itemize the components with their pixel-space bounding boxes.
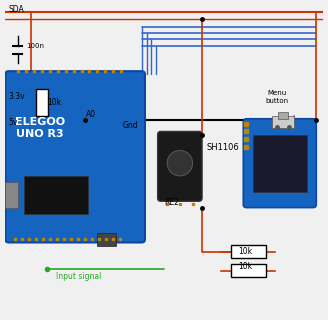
Text: 10k: 10k	[47, 98, 61, 107]
Text: 10k: 10k	[238, 247, 252, 256]
Text: ELEGOO
UNO R3: ELEGOO UNO R3	[15, 117, 65, 139]
Text: SDA: SDA	[9, 5, 24, 14]
Text: Gnd: Gnd	[123, 121, 138, 130]
Text: A0: A0	[86, 109, 96, 118]
Text: 5v: 5v	[9, 118, 18, 127]
Text: Menu
button: Menu button	[265, 90, 288, 104]
Text: Input signal: Input signal	[56, 272, 101, 281]
Bar	[272, 116, 294, 128]
Bar	[24, 176, 88, 214]
FancyBboxPatch shape	[243, 119, 316, 208]
FancyBboxPatch shape	[5, 71, 145, 243]
Bar	[253, 135, 307, 192]
Circle shape	[167, 150, 193, 176]
FancyBboxPatch shape	[158, 132, 202, 201]
Text: RE2: RE2	[164, 198, 179, 207]
Bar	[5, 182, 18, 208]
Bar	[35, 89, 48, 116]
Bar	[231, 264, 265, 277]
Bar	[231, 245, 265, 258]
Text: 100n: 100n	[26, 44, 44, 49]
Bar	[97, 233, 116, 246]
Bar	[278, 112, 288, 119]
Text: SH1106: SH1106	[207, 143, 239, 152]
Text: 3.3v: 3.3v	[9, 92, 25, 101]
Text: 10k: 10k	[238, 262, 252, 271]
